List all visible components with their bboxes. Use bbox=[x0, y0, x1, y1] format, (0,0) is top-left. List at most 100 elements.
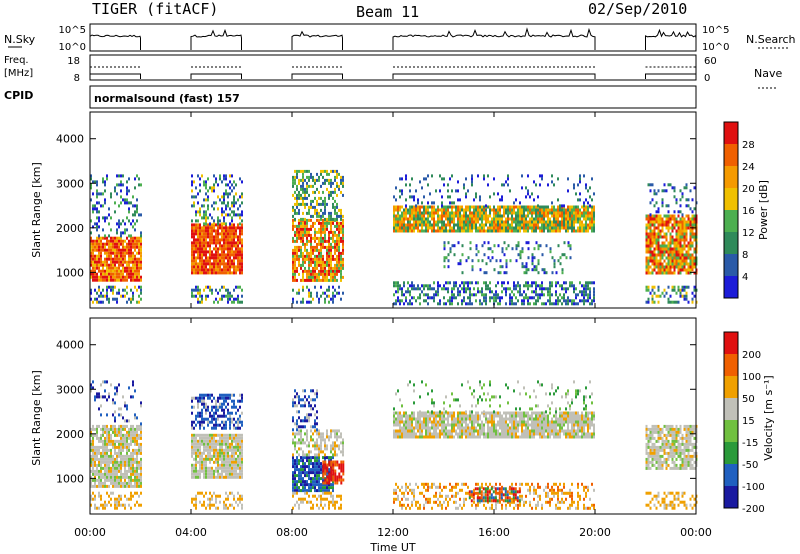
velocity-cell bbox=[134, 436, 136, 440]
power-cell bbox=[501, 290, 503, 294]
velocity-cell bbox=[197, 420, 199, 424]
power-cell bbox=[312, 297, 314, 301]
power-cell bbox=[193, 238, 195, 242]
power-cell bbox=[449, 220, 451, 224]
power-cell bbox=[545, 208, 547, 212]
power-cell bbox=[197, 241, 199, 245]
power-cell bbox=[205, 253, 207, 257]
power-cell bbox=[681, 259, 684, 263]
power-cell bbox=[340, 260, 342, 264]
power-cell bbox=[579, 220, 581, 224]
power-cell bbox=[90, 177, 92, 181]
power-cell bbox=[515, 198, 517, 202]
power-cell bbox=[547, 299, 549, 303]
power-cell bbox=[671, 223, 674, 227]
power-cell bbox=[581, 205, 583, 209]
power-cell bbox=[112, 257, 114, 261]
power-cell bbox=[336, 278, 338, 282]
power-cell bbox=[328, 269, 330, 273]
power-cell bbox=[561, 211, 563, 215]
velocity-cell bbox=[96, 469, 98, 473]
velocity-cell bbox=[130, 433, 132, 437]
power-cell bbox=[294, 208, 296, 212]
power-cell bbox=[661, 235, 664, 239]
power-cell bbox=[527, 241, 530, 245]
power-cell bbox=[104, 198, 106, 202]
power-cell bbox=[322, 169, 324, 173]
power-cell bbox=[134, 278, 136, 282]
power-cell bbox=[685, 271, 688, 275]
power-cell bbox=[691, 259, 694, 263]
power-cell bbox=[221, 235, 223, 239]
power-cell bbox=[201, 300, 203, 304]
velocity-cell bbox=[201, 439, 203, 443]
power-cell bbox=[563, 287, 565, 291]
power-cell bbox=[195, 247, 197, 251]
power-cell bbox=[523, 208, 525, 212]
power-cell bbox=[324, 227, 326, 231]
power-cell bbox=[533, 217, 535, 221]
power-cell bbox=[511, 247, 514, 251]
power-cell bbox=[191, 262, 193, 266]
power-cell bbox=[435, 211, 437, 215]
power-cell bbox=[207, 256, 209, 260]
velocity-cell bbox=[98, 407, 100, 411]
velocity-cell bbox=[138, 463, 140, 467]
power-cell bbox=[334, 190, 336, 194]
power-cell bbox=[124, 254, 126, 258]
power-cell bbox=[443, 226, 445, 230]
power-cell bbox=[689, 238, 692, 242]
power-cell bbox=[677, 244, 680, 248]
power-cell bbox=[679, 229, 682, 233]
velocity-cell bbox=[90, 457, 92, 461]
power-cell bbox=[457, 214, 459, 218]
velocity-cell bbox=[231, 475, 233, 479]
power-cell bbox=[445, 223, 447, 227]
power-cell bbox=[233, 213, 235, 217]
power-cell bbox=[340, 251, 342, 255]
power-cell bbox=[681, 217, 684, 221]
power-cell bbox=[415, 299, 417, 303]
velocity-cell bbox=[94, 451, 96, 455]
power-cell bbox=[193, 256, 195, 260]
velocity-cell bbox=[110, 442, 112, 446]
power-cell bbox=[241, 259, 243, 263]
power-cell bbox=[437, 229, 439, 233]
velocity-cell bbox=[100, 383, 102, 387]
power-cell bbox=[561, 223, 563, 227]
power-cell bbox=[195, 226, 197, 230]
power-cell bbox=[233, 300, 235, 304]
power-cell bbox=[429, 192, 431, 196]
power-cell bbox=[535, 226, 537, 230]
power-cell bbox=[340, 217, 342, 221]
power-cell bbox=[132, 236, 134, 240]
power-cell bbox=[489, 281, 491, 285]
power-cell bbox=[308, 175, 310, 179]
power-cell bbox=[114, 278, 116, 282]
power-cell bbox=[306, 227, 308, 231]
velocity-cell bbox=[96, 478, 98, 482]
velocity-cell bbox=[225, 469, 227, 473]
power-cell bbox=[300, 248, 302, 252]
power-cell bbox=[575, 208, 577, 212]
power-cell bbox=[100, 254, 102, 258]
power-cell bbox=[122, 174, 124, 178]
power-cell bbox=[195, 232, 197, 236]
power-cell bbox=[491, 220, 493, 224]
power-cell bbox=[445, 205, 447, 209]
power-cell bbox=[665, 214, 668, 218]
velocity-cell bbox=[102, 424, 104, 428]
power-cell bbox=[587, 205, 589, 209]
velocity-cell bbox=[227, 433, 229, 437]
power-cell bbox=[453, 205, 455, 209]
power-cell bbox=[338, 187, 340, 191]
power-cell bbox=[225, 207, 227, 211]
power-cell bbox=[118, 242, 120, 246]
power-cell bbox=[342, 239, 344, 243]
power-cell bbox=[102, 216, 104, 220]
power-cell bbox=[90, 275, 92, 279]
power-cell bbox=[326, 227, 328, 231]
power-cell bbox=[451, 189, 453, 193]
power-cell bbox=[477, 229, 479, 233]
power-cell bbox=[336, 266, 338, 270]
